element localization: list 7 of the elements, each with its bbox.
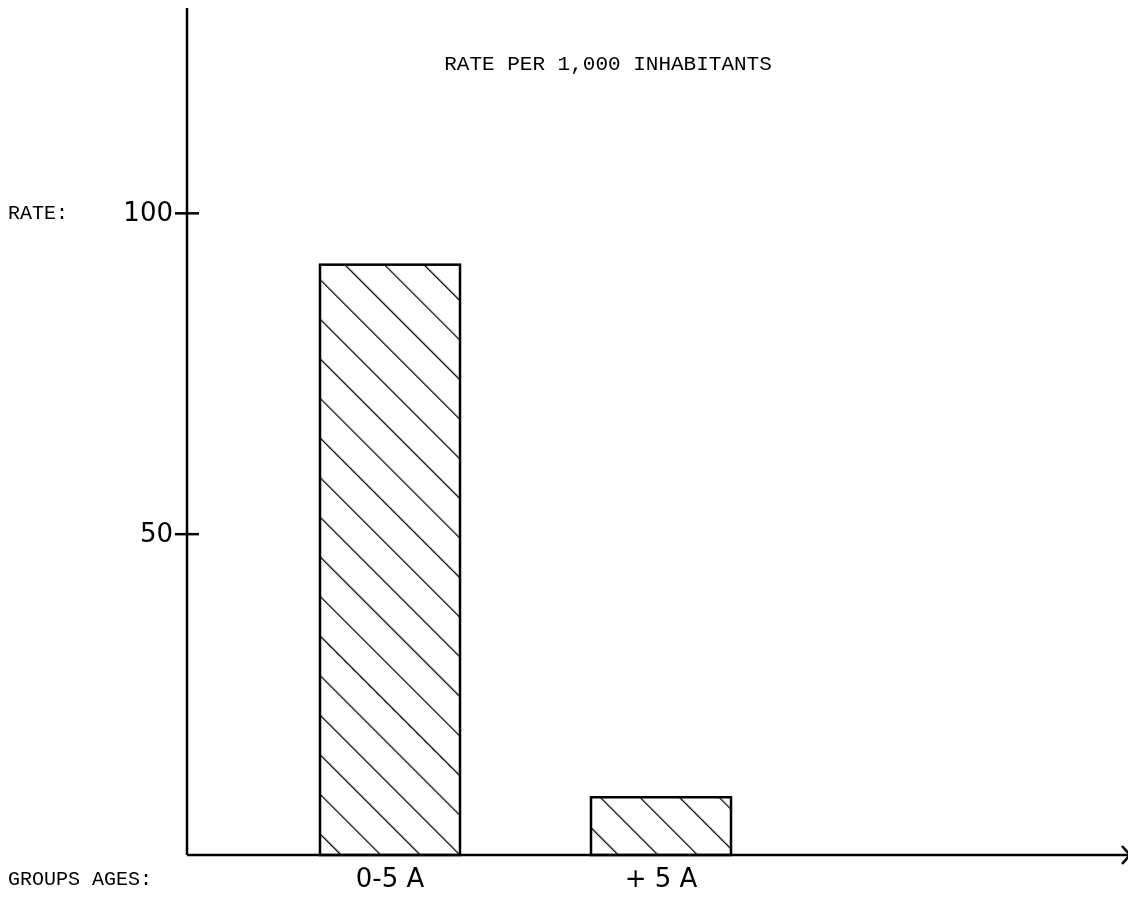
y-tick-label: 100: [123, 196, 173, 227]
x-axis-title: GROUPS AGES:: [8, 868, 153, 891]
text: RATE PER 1,000 INHABITANTS: [444, 53, 772, 76]
y-axis-title: RATE:: [8, 201, 69, 225]
x-tick-label: 0-5 A: [355, 863, 425, 893]
x-tick-label: + 5 A: [624, 863, 698, 893]
y-tick-label: 50: [139, 517, 173, 548]
